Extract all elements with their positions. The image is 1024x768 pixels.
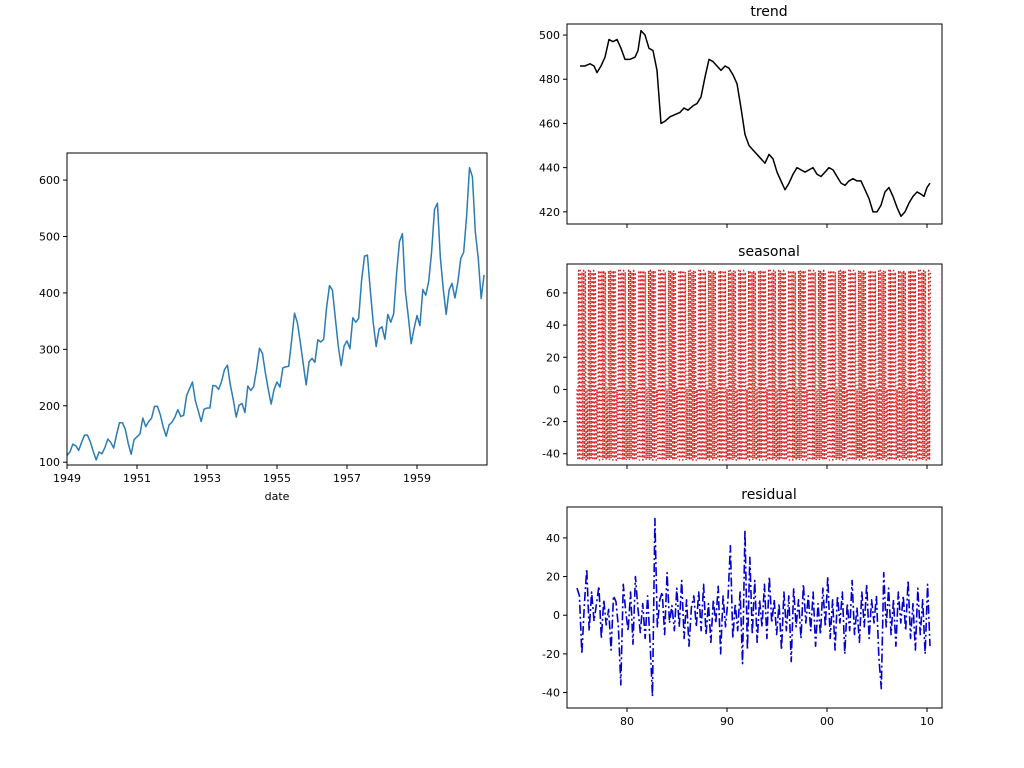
passengers-y-tick-label: 300	[39, 343, 60, 356]
trend-y-tick-label: 460	[539, 117, 560, 130]
residual-y-tick-label: -40	[542, 687, 560, 700]
trend-y-tick-label: 440	[539, 162, 560, 175]
passengers-y-tick-label: 500	[39, 231, 60, 244]
residual-y-tick-label: -20	[542, 648, 560, 661]
seasonal-series-line	[576, 269, 932, 461]
passengers-series-line	[67, 166, 485, 461]
passengers-x-tick-label: 1959	[403, 472, 431, 485]
seasonal-y-tick-label: 60	[546, 287, 560, 300]
trend-series-line	[580, 29, 931, 218]
seasonal-title: seasonal	[738, 244, 800, 260]
passengers-y-tick-label: 200	[39, 400, 60, 413]
passengers-x-tick-label: 1957	[333, 472, 361, 485]
residual-x-tick-label: 10	[920, 715, 934, 728]
passengers-x-tick-label: 1955	[263, 472, 291, 485]
residual-y-tick-label: 0	[553, 609, 560, 622]
residual-x-tick-label: 00	[820, 715, 834, 728]
passengers-x-axis-label: date	[265, 490, 290, 503]
residual-y-tick-label: 40	[546, 532, 560, 545]
passengers-x-tick-label: 1953	[193, 472, 221, 485]
trend-y-tick-label: 500	[539, 29, 560, 42]
trend-title: trend	[750, 4, 787, 20]
passengers-y-tick-label: 600	[39, 174, 60, 187]
seasonal-y-tick-label: 0	[553, 383, 560, 396]
trend-plot-frame	[566, 23, 943, 225]
seasonal-chart: seasonal -40 -20 0 20 40 60	[542, 244, 943, 469]
residual-x-tick-label: 80	[620, 715, 634, 728]
trend-y-tick-label: 420	[539, 206, 560, 219]
passengers-x-tick-label: 1951	[123, 472, 151, 485]
passengers-y-tick-label: 100	[39, 456, 60, 469]
passengers-x-tick-label: 1949	[53, 472, 81, 485]
seasonal-y-tick-label: -20	[542, 416, 560, 429]
residual-x-tick-label: 90	[720, 715, 734, 728]
passengers-chart: 100 200 300 400 500 600 1949 1951 1953 1955 1957 19…	[39, 152, 488, 485]
residual-y-tick-label: 20	[546, 571, 560, 584]
trend-y-tick-label: 480	[539, 73, 560, 86]
residual-chart: residual -40 -20 0 20 40 80 90 00 10	[542, 487, 943, 728]
seasonal-y-tick-label: 20	[546, 351, 560, 364]
residual-series-line	[576, 517, 931, 698]
seasonal-y-tick-label: -40	[542, 448, 560, 461]
residual-title: residual	[741, 487, 796, 503]
trend-chart: trend 420 440 460 480 500	[539, 4, 943, 228]
passengers-y-tick-label: 400	[39, 287, 60, 300]
seasonal-y-tick-label: 40	[546, 319, 560, 332]
residual-plot-frame	[566, 506, 943, 709]
seasonal-plot-frame	[566, 263, 943, 466]
